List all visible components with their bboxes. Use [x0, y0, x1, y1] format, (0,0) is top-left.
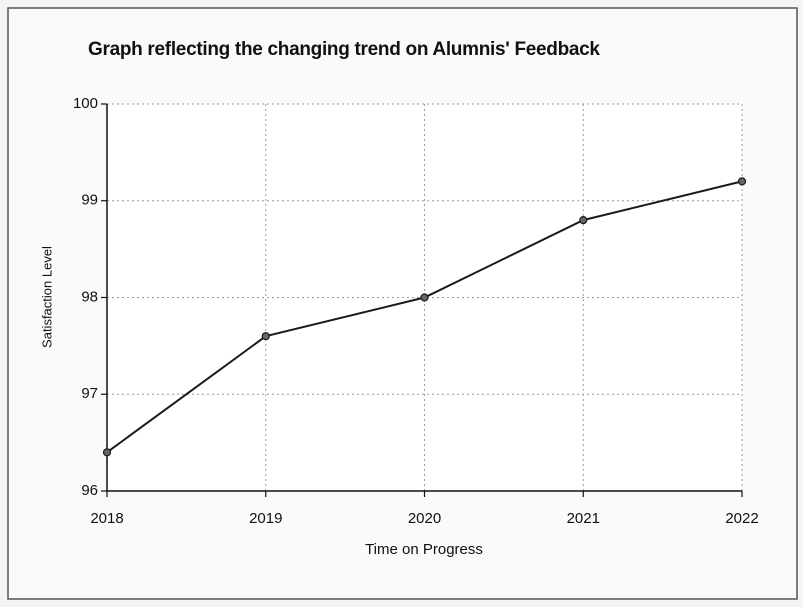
- y-tick-label: 98: [81, 288, 98, 305]
- y-axis-label: Satisfaction Level: [39, 246, 54, 348]
- chart-title: Graph reflecting the changing trend on A…: [88, 39, 600, 60]
- x-tick-label: 2019: [249, 510, 282, 527]
- x-axis-label: Time on Progress: [365, 541, 483, 558]
- x-tick-label: 2018: [90, 510, 123, 527]
- data-point: [737, 177, 747, 186]
- y-tick-label: 100: [73, 95, 98, 112]
- axes: [106, 104, 742, 492]
- data-point: [102, 448, 112, 457]
- x-tick-label: 2022: [725, 510, 758, 527]
- y-tick-label: 96: [81, 482, 98, 499]
- data-point: [261, 332, 270, 341]
- data-point: [579, 216, 588, 225]
- y-tick-label: 99: [81, 192, 98, 209]
- data-point: [420, 293, 429, 302]
- x-tick-label: 2020: [408, 510, 441, 527]
- x-tick-label: 2021: [567, 510, 600, 527]
- y-tick-label: 97: [81, 385, 98, 402]
